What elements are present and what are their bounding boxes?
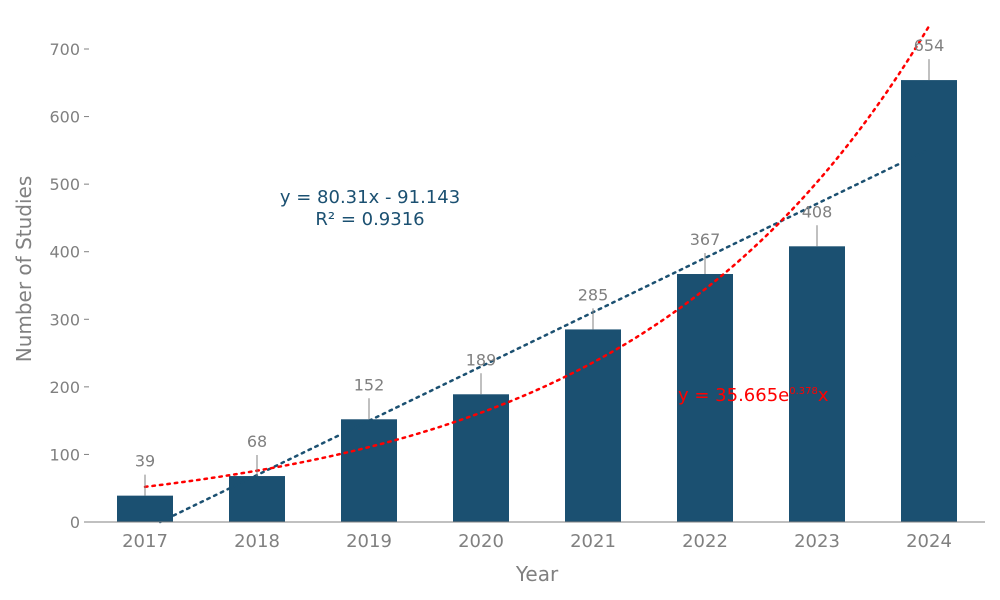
exp-eq-suffix: x — [818, 385, 829, 406]
linear-r-squared-text: R² = 0.9316 — [315, 209, 424, 230]
exp-eq-prefix: y = 35.665e — [678, 385, 789, 406]
x-tick-label-2019: 2019 — [346, 531, 392, 552]
bar-2021 — [565, 329, 621, 522]
bar-2019 — [341, 419, 397, 522]
x-tick-label-2022: 2022 — [682, 531, 728, 552]
linear-trendline-group — [158, 148, 931, 524]
x-axis-title: Year — [515, 562, 559, 586]
bar-2024 — [901, 80, 957, 522]
linear-trendline — [158, 148, 931, 524]
axes-group: 2017 2018 2019 2020 2021 2022 2023 2024 0 100 200 3… — [49, 40, 985, 552]
data-label-2021: 285 — [578, 285, 609, 304]
data-label-2022: 367 — [690, 230, 721, 249]
data-label-2023: 408 — [802, 202, 833, 221]
bars-group — [117, 80, 957, 522]
data-labels-group: 39 68 152 189 285 367 408 654 — [135, 36, 944, 496]
exponential-trendline — [143, 24, 931, 489]
y-tick-label-400: 400 — [49, 243, 80, 262]
linear-equation-text: y = 80.31x - 91.143 — [280, 187, 460, 208]
x-tick-label-2017: 2017 — [122, 531, 168, 552]
linear-equation-annotation: y = 80.31x - 91.143 R² = 0.9316 — [280, 187, 460, 230]
y-axis-title: Number of Studies — [12, 176, 36, 363]
bar-2020 — [453, 394, 509, 522]
y-tick-label-300: 300 — [49, 310, 80, 329]
x-tick-label-2018: 2018 — [234, 531, 280, 552]
data-label-2024: 654 — [914, 36, 945, 55]
x-tick-label-2021: 2021 — [570, 531, 616, 552]
y-tick-label-600: 600 — [49, 108, 80, 127]
y-tick-label-200: 200 — [49, 378, 80, 397]
data-label-2020: 189 — [466, 350, 497, 369]
bar-2022 — [677, 274, 733, 522]
y-tick-label-0: 0 — [70, 513, 80, 532]
bar-2018 — [229, 476, 285, 522]
x-tick-label-2023: 2023 — [794, 531, 840, 552]
bar-2023 — [789, 246, 845, 522]
data-label-2019: 152 — [354, 375, 385, 394]
exponential-equation-text: y = 35.665e0.378x — [678, 385, 829, 406]
y-tick-label-500: 500 — [49, 175, 80, 194]
data-label-2017: 39 — [135, 452, 155, 471]
y-tick-label-700: 700 — [49, 40, 80, 59]
x-tick-label-2024: 2024 — [906, 531, 952, 552]
data-label-2018: 68 — [247, 432, 267, 451]
x-tick-label-2020: 2020 — [458, 531, 504, 552]
exp-eq-exponent: 0.378 — [789, 386, 818, 397]
exponential-trendline-group — [143, 24, 931, 489]
y-tick-label-100: 100 — [49, 445, 80, 464]
bar-2017 — [117, 495, 173, 522]
